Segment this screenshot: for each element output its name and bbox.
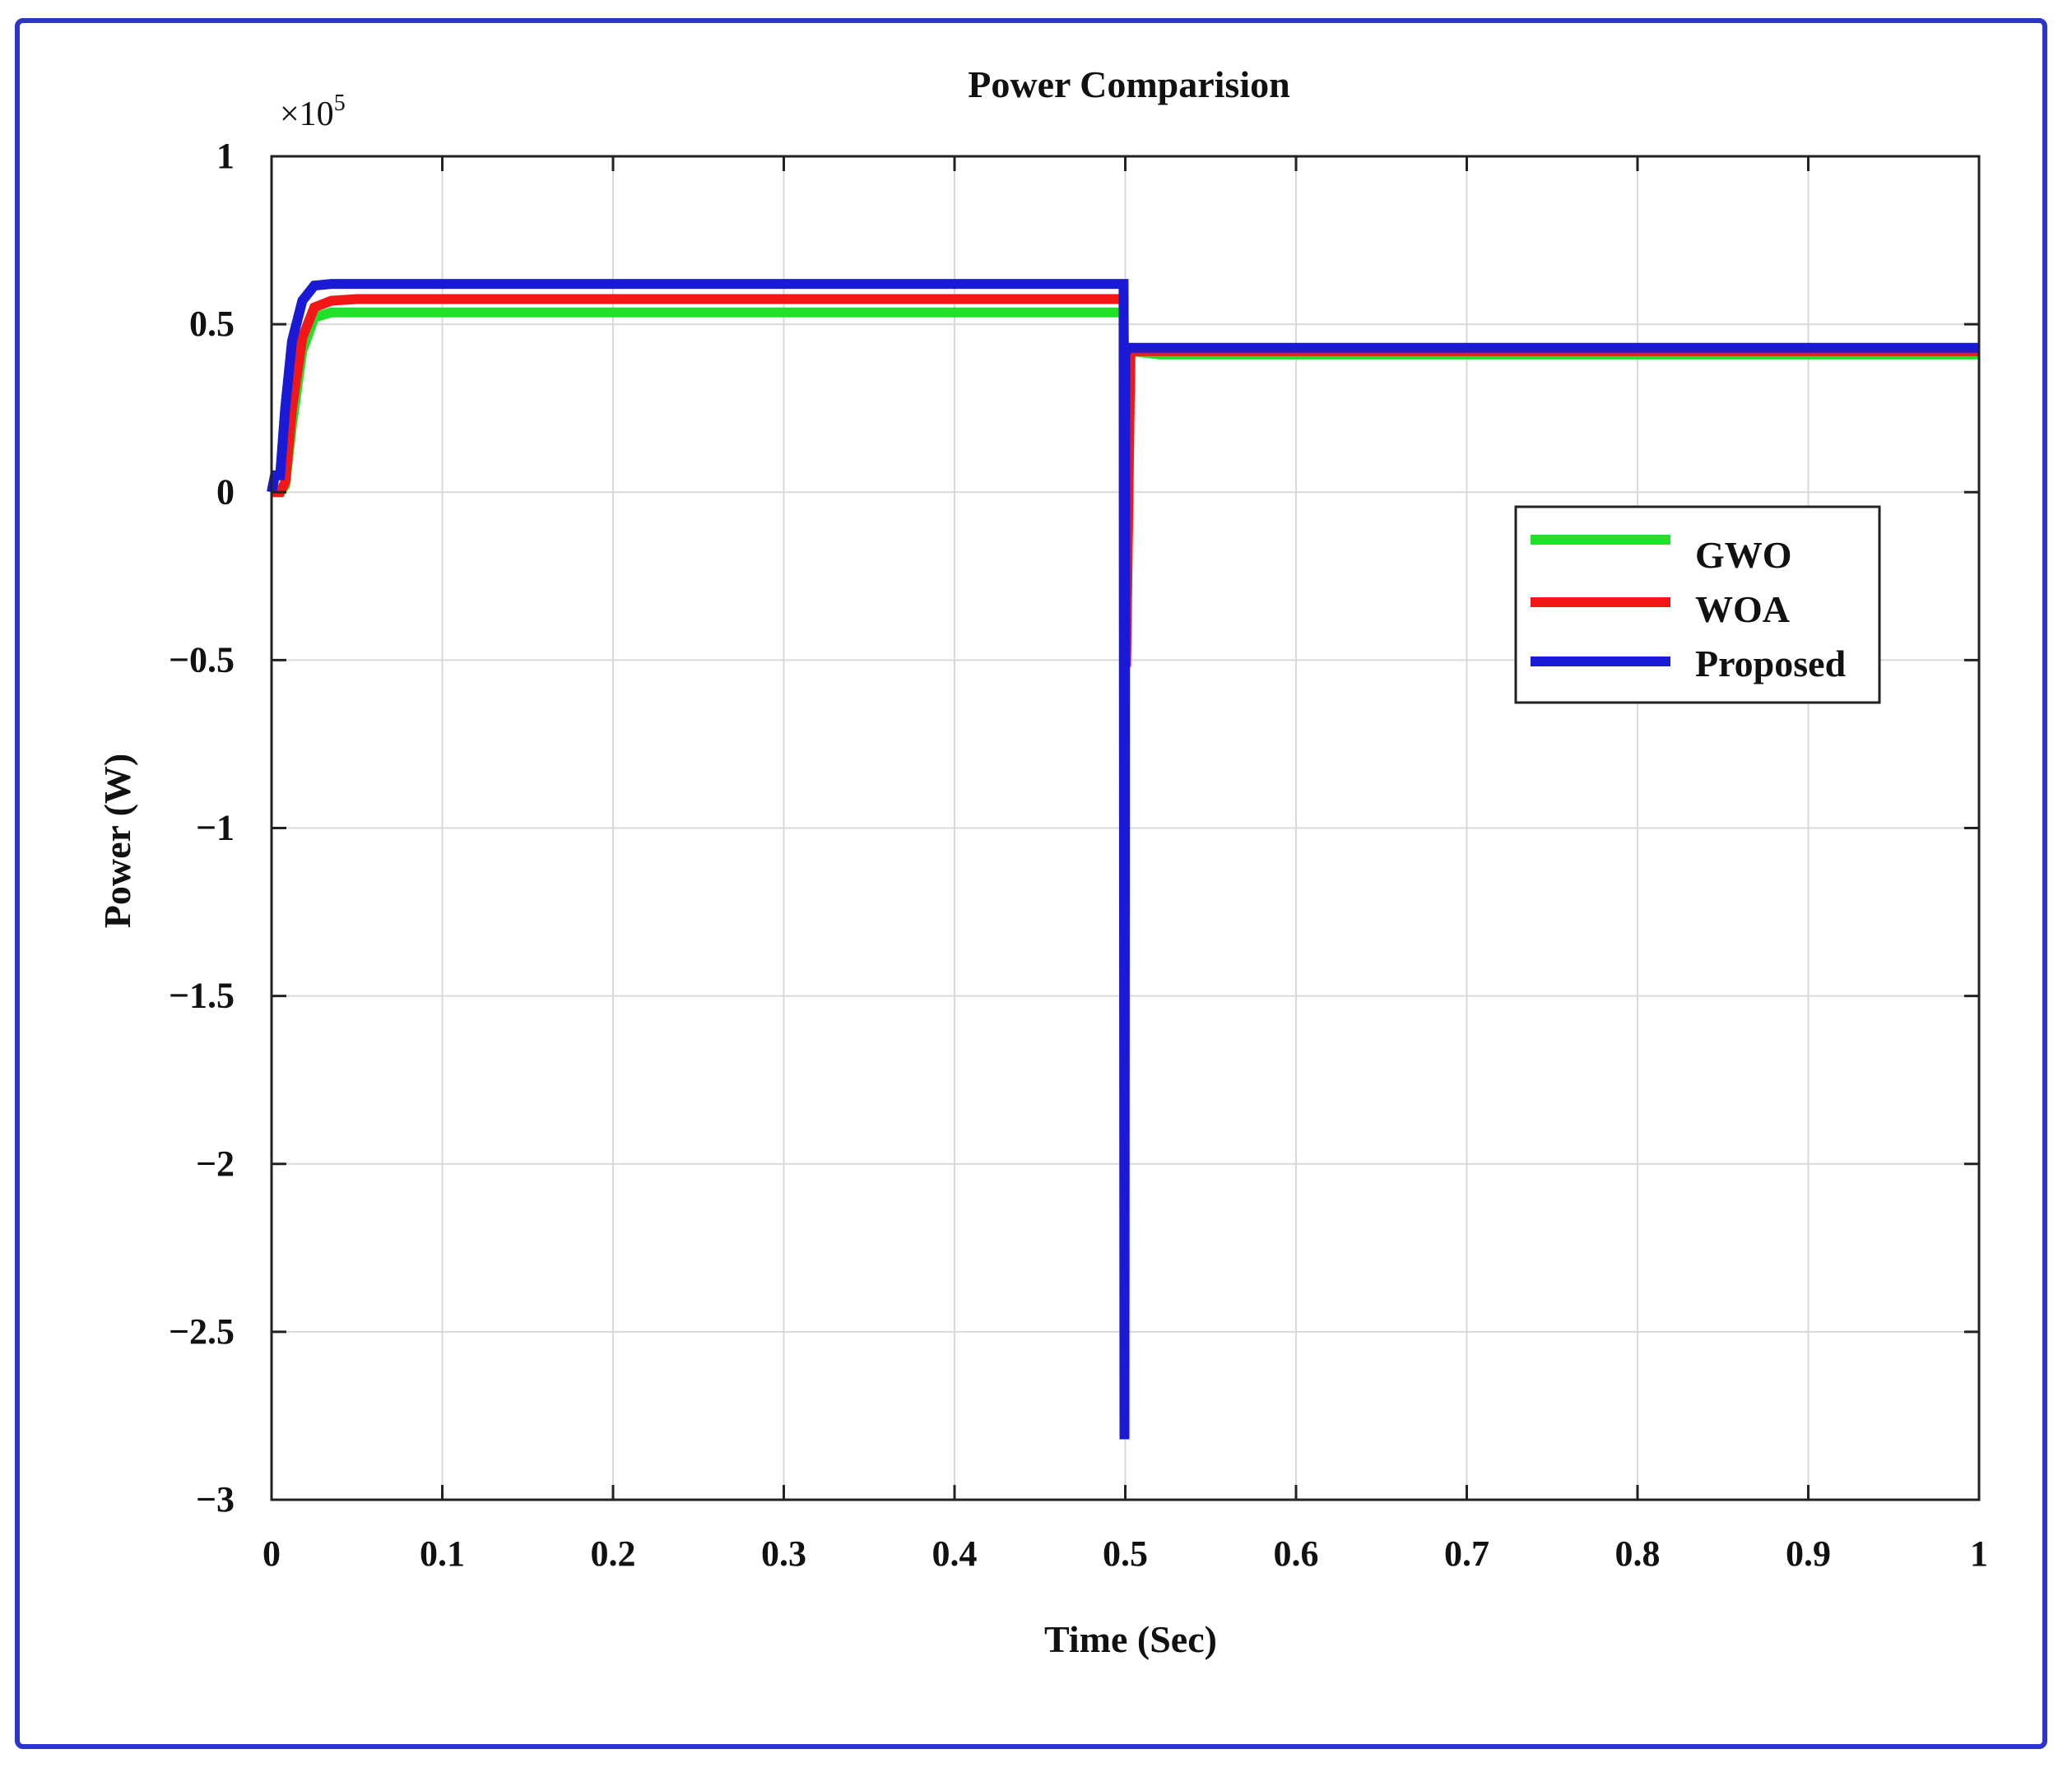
svg-text:×105: ×105 — [280, 90, 346, 133]
figure-frame — [15, 18, 2047, 1749]
x-tick-label: 0.5 — [1103, 1533, 1148, 1574]
y-tick-label: 0 — [216, 471, 235, 512]
legend: GWO WOA Proposed — [1514, 505, 1881, 704]
y-tick-label: 1 — [216, 136, 235, 176]
y-exponent-power: 5 — [334, 90, 346, 116]
y-tick-label: 0.5 — [189, 304, 235, 344]
x-tick-label: 1 — [1970, 1533, 1988, 1574]
x-tick-label: 0.6 — [1274, 1533, 1319, 1574]
y-axis-title: Power (W) — [96, 754, 138, 928]
chart-title: Power Comparision — [968, 63, 1289, 105]
x-tick-label: 0.3 — [761, 1533, 806, 1574]
x-axis-title: Time (Sec) — [1044, 1618, 1217, 1660]
x-tick-label: 0.1 — [420, 1533, 465, 1574]
y-tick-label: −2.5 — [169, 1311, 235, 1352]
axis-ticks — [270, 155, 1981, 1501]
y-tick-label: −2 — [196, 1144, 235, 1184]
x-tick-label: 0.7 — [1444, 1533, 1489, 1574]
y-exponent-label: ×105 — [280, 90, 346, 133]
x-tick-label: 0.8 — [1615, 1533, 1661, 1574]
x-tick-label: 0.9 — [1786, 1533, 1831, 1574]
x-tick-label: 0.4 — [932, 1533, 978, 1574]
legend-label-gwo: GWO — [1695, 534, 1792, 576]
x-tick-label: 0 — [262, 1533, 281, 1574]
y-tick-label: −1 — [196, 808, 235, 848]
y-exponent-base: ×10 — [280, 95, 334, 133]
series-lines — [267, 279, 1979, 1440]
y-tick-label: −3 — [196, 1479, 235, 1519]
y-tick-label: −1.5 — [169, 976, 235, 1016]
legend-label-woa: WOA — [1695, 588, 1790, 630]
y-tick-label: −0.5 — [169, 639, 235, 680]
series-line-proposed — [267, 279, 1979, 1440]
x-tick-label: 0.2 — [591, 1533, 636, 1574]
legend-label-proposed: Proposed — [1695, 643, 1847, 684]
